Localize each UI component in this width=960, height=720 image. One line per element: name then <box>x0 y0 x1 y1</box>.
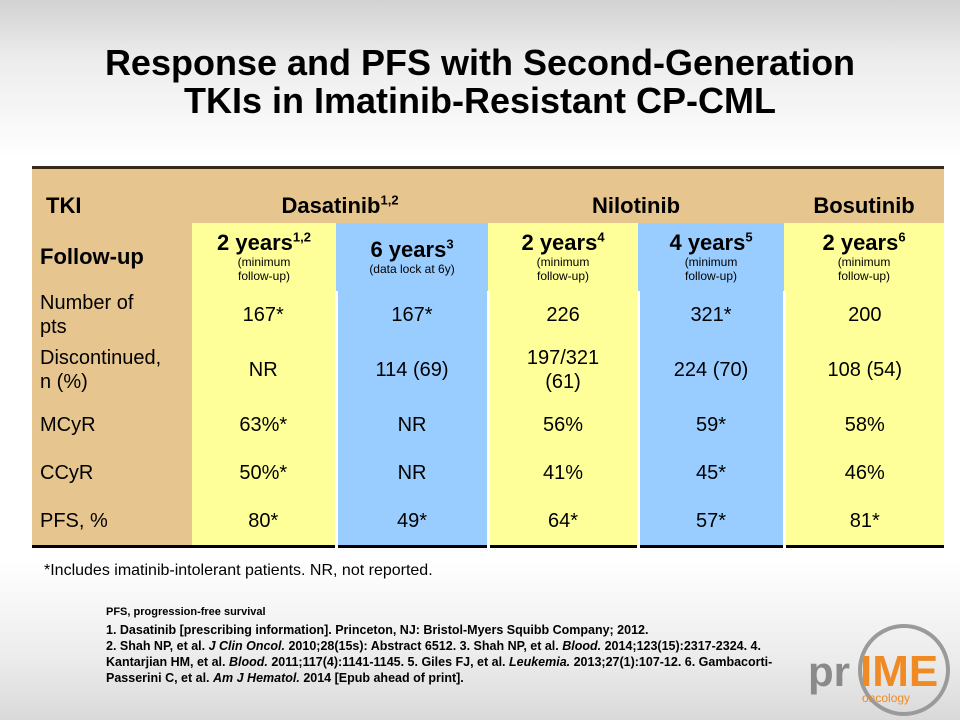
journal-name: J Clin Oncol. <box>208 639 285 653</box>
table-cell: 45* <box>636 449 785 497</box>
table-cell: 108 (54) <box>782 339 945 401</box>
header-bosutinib: Bosutinib <box>813 193 915 218</box>
table-cell: 46% <box>782 449 945 497</box>
reference-text: 2013;27(1):107-12. 6. Gambacorti-Passeri… <box>106 655 773 685</box>
header-dasatinib: Dasatinib1,2 <box>281 192 399 218</box>
table-cell: 167* <box>334 291 489 339</box>
logo-text-pr: pr <box>808 648 850 695</box>
table-cell: NR <box>334 401 489 449</box>
table-cell: 56% <box>486 401 639 449</box>
followup-cell: 2 years4 (minimum follow-up) <box>488 223 639 291</box>
followup-label: Follow-up <box>32 223 192 291</box>
journal-name: Am J Hematol. <box>213 671 300 685</box>
followup-cell: 2 years6 (minimum follow-up) <box>784 223 945 291</box>
table-row: Discontinued, n (%) NR 114 (69) 197/321 (61)… <box>32 339 945 401</box>
title-line-2: TKIs in Imatinib-Resistant CP-CML <box>183 80 777 121</box>
table-cell: NR <box>334 449 489 497</box>
reference-1: 1. Dasatinib [prescribing information]. … <box>106 623 649 637</box>
row-label: Number of pts <box>32 291 192 339</box>
followup-cell: 6 years3 (data lock at 6y) <box>336 223 489 291</box>
followup-row: Follow-up 2 years1,2 (minimum follow-up) 6… <box>32 223 945 291</box>
header-nilotinib: Nilotinib <box>592 193 681 218</box>
row-label: PFS, % <box>32 497 192 547</box>
logo-text-ime: IME <box>860 647 938 696</box>
table-row: Number of pts 167* 167* 226 321* 200 <box>32 291 945 339</box>
slide-title: Response and PFS with Second-Generation … <box>0 44 960 120</box>
table-cell: 50%* <box>192 449 336 497</box>
followup-cell: 4 years5 (minimum follow-up) <box>638 223 785 291</box>
row-label: CCyR <box>32 449 192 497</box>
table-cell: 321* <box>636 291 785 339</box>
table-cell: 59* <box>636 401 785 449</box>
journal-name: Blood. <box>562 639 602 653</box>
journal-name: Blood. <box>228 655 268 669</box>
table-row: CCyR 50%* NR 41% 45* 46% <box>32 449 945 497</box>
table-cell: 63%* <box>192 401 336 449</box>
reference-text: 2010;28(15s): Abstract 6512. 3. Shah NP,… <box>285 639 563 653</box>
table-cell: 114 (69) <box>334 339 489 401</box>
table-cell: 49* <box>334 497 489 547</box>
prime-oncology-logo: pr IME oncology <box>808 624 950 716</box>
table-cell: 167* <box>192 291 336 339</box>
abbreviation-note: PFS, progression-free survival <box>106 606 266 618</box>
reference-text: 2014 [Epub ahead of print]. <box>299 671 464 685</box>
reference-text: 2014;123(15):2317-2324. 4. Kantarjian HM… <box>106 639 761 669</box>
table-cell: 41% <box>486 449 639 497</box>
journal-name: Leukemia. <box>508 655 571 669</box>
table-cell: 200 <box>782 291 945 339</box>
table-cell: NR <box>192 339 336 401</box>
reference-text: 2. Shah NP, et al. <box>106 639 209 653</box>
table-cell: 197/321 (61) <box>486 339 639 401</box>
table-row: PFS, % 80* 49* 64* 57* 81* <box>32 497 945 547</box>
row-label: MCyR <box>32 401 192 449</box>
table-row: MCyR 63%* NR 56% 59* 58% <box>32 401 945 449</box>
header-row: TKI Dasatinib1,2 Nilotinib Bosutinib <box>32 167 945 223</box>
comparison-table: TKI Dasatinib1,2 Nilotinib Bosutinib Fol… <box>32 166 945 548</box>
footnote: *Includes imatinib-intolerant patients. … <box>44 562 433 579</box>
table-cell: 80* <box>192 497 336 547</box>
followup-cell: 2 years1,2 (minimum follow-up) <box>192 223 336 291</box>
logo-text-oncology: oncology <box>862 691 910 705</box>
table-cell: 58% <box>782 401 945 449</box>
header-tki: TKI <box>46 193 82 218</box>
table-cell: 224 (70) <box>636 339 785 401</box>
row-label: Discontinued, n (%) <box>32 339 192 401</box>
table-cell: 57* <box>636 497 785 547</box>
table-cell: 81* <box>782 497 945 547</box>
title-line-1: Response and PFS with Second-Generation <box>104 42 856 83</box>
reference-text: 2011;117(4):1141-1145. 5. Giles FJ, et a… <box>267 655 509 669</box>
table-cell: 64* <box>486 497 639 547</box>
references: PFS, progression-free survival 1. Dasati… <box>106 604 806 686</box>
table-cell: 226 <box>486 291 639 339</box>
